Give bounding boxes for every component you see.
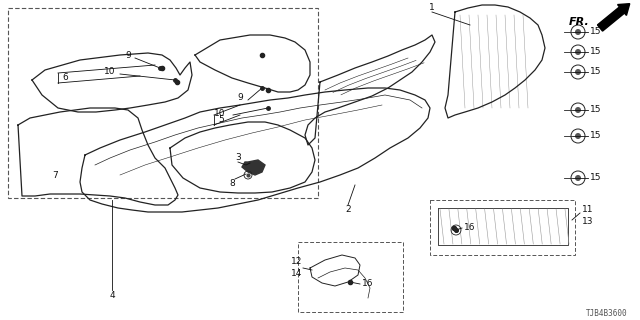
Text: 8: 8 xyxy=(229,179,235,188)
Text: 15: 15 xyxy=(590,106,602,115)
Text: 9: 9 xyxy=(125,52,131,60)
Text: 6: 6 xyxy=(62,74,68,83)
Text: 15: 15 xyxy=(590,68,602,76)
Circle shape xyxy=(575,133,581,139)
Text: 14: 14 xyxy=(291,269,302,278)
Text: 10: 10 xyxy=(214,108,226,117)
Circle shape xyxy=(575,29,581,35)
Text: 1: 1 xyxy=(429,4,435,12)
Circle shape xyxy=(575,69,581,75)
Circle shape xyxy=(575,49,581,55)
Text: 16: 16 xyxy=(464,223,476,233)
Text: 13: 13 xyxy=(582,218,593,227)
Text: 15: 15 xyxy=(590,47,602,57)
Text: 12: 12 xyxy=(291,258,302,267)
Bar xyxy=(298,242,403,312)
Text: 4: 4 xyxy=(109,291,115,300)
Text: 5: 5 xyxy=(218,116,224,124)
Text: 11: 11 xyxy=(582,205,593,214)
Text: 15: 15 xyxy=(590,132,602,140)
Text: 7: 7 xyxy=(52,171,58,180)
Text: 15: 15 xyxy=(590,28,602,36)
Text: FR.: FR. xyxy=(569,17,590,27)
Text: 15: 15 xyxy=(590,173,602,182)
Text: 10: 10 xyxy=(104,68,116,76)
Text: TJB4B3600: TJB4B3600 xyxy=(586,308,628,317)
Text: 16: 16 xyxy=(362,279,374,289)
Text: 3: 3 xyxy=(235,154,241,163)
Circle shape xyxy=(575,175,581,181)
Text: 2: 2 xyxy=(345,205,351,214)
Polygon shape xyxy=(242,160,265,175)
Bar xyxy=(8,8,318,198)
Text: 9: 9 xyxy=(237,93,243,102)
Circle shape xyxy=(575,107,581,113)
Bar xyxy=(430,200,575,255)
FancyArrow shape xyxy=(598,4,630,31)
